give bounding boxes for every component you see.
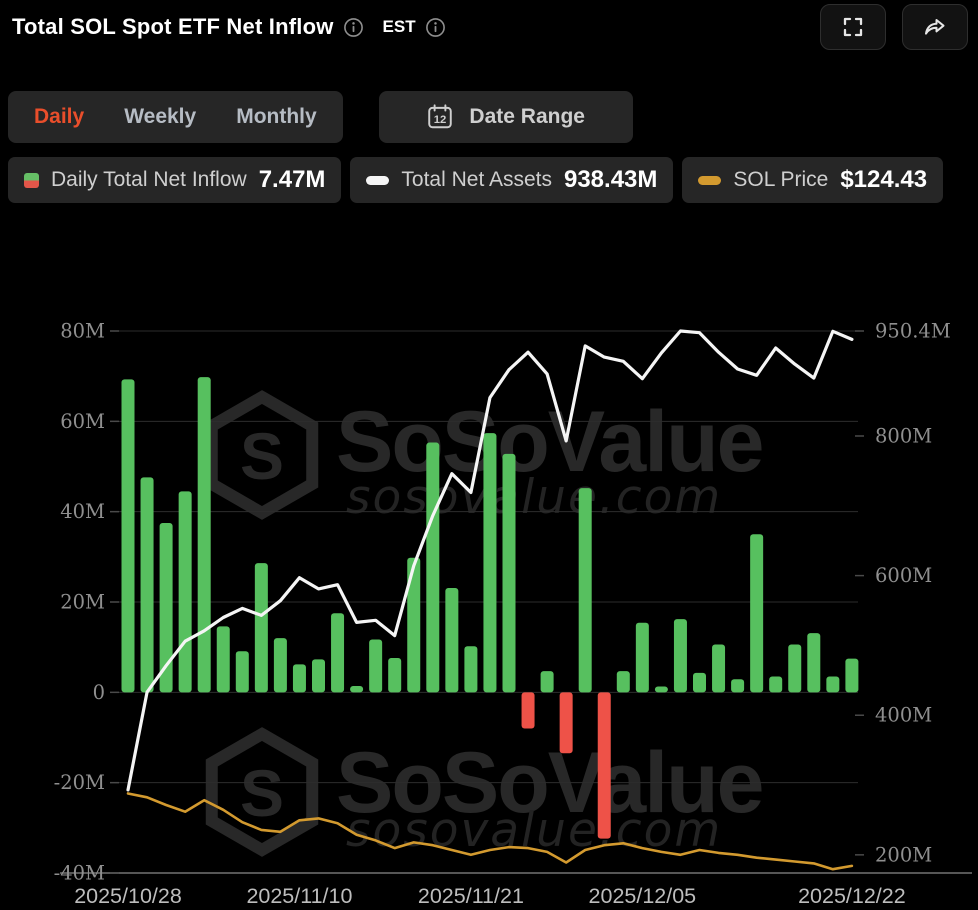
inflow-bar[interactable] (483, 433, 497, 693)
inflow-bar[interactable] (426, 442, 440, 693)
left-axis-label: 20M (60, 591, 105, 614)
cube-s-letter: S (240, 419, 284, 493)
tab-daily[interactable]: Daily (34, 105, 85, 128)
inflow-bar[interactable] (635, 622, 649, 693)
inflow-bar[interactable] (712, 644, 726, 693)
inflow-bar[interactable] (140, 477, 154, 693)
net-inflow-label: Daily Total Net Inflow (51, 168, 247, 191)
net-inflow-value: 7.47M (258, 166, 326, 193)
fullscreen-icon (843, 17, 863, 37)
timezone-info-icon[interactable] (425, 17, 446, 38)
inflow-bar[interactable] (845, 658, 859, 693)
inflow-bar[interactable] (178, 491, 192, 693)
net-assets-line (126, 329, 854, 792)
right-axis-label: 200M (875, 843, 932, 866)
svg-text:12: 12 (434, 114, 447, 126)
right-axis-label: 950.4M (875, 320, 951, 343)
inflow-bar[interactable] (673, 619, 687, 693)
inflow-bar[interactable] (502, 453, 516, 693)
inflow-bar[interactable] (216, 626, 230, 693)
sol-price-label: SOL Price (733, 168, 829, 191)
inflow-bar[interactable] (235, 651, 249, 693)
inflow-bar[interactable] (693, 672, 706, 693)
inflow-bar[interactable] (388, 658, 402, 693)
calendar-icon: 12 (428, 104, 453, 129)
share-button[interactable] (902, 4, 968, 50)
inflow-bar[interactable] (654, 686, 668, 693)
inflow-bar[interactable] (292, 664, 306, 693)
net-inflow-swatch-icon (24, 172, 39, 188)
tab-weekly[interactable]: Weekly (124, 105, 197, 128)
inflow-bar[interactable] (407, 557, 421, 693)
left-axis-label: 40M (60, 500, 105, 523)
header-buttons (820, 4, 968, 50)
inflow-bar[interactable] (769, 676, 783, 693)
right-axis-label: 800M (875, 424, 932, 447)
left-axis-label: 80M (60, 320, 105, 343)
x-axis-label: 2025/12/22 (798, 884, 906, 908)
net-assets-value: 938.43M (563, 166, 658, 193)
legend-net-assets[interactable]: Total Net Assets 938.43M (350, 157, 674, 203)
watermark-site: sosovalue.com (346, 470, 722, 525)
chart-header: Total SOL Spot ETF Net Inflow EST (12, 4, 968, 50)
tab-monthly[interactable]: Monthly (236, 105, 317, 128)
inflow-bar[interactable] (597, 692, 611, 839)
date-range-button[interactable]: 12 Date Range (378, 91, 633, 143)
inflow-bar[interactable] (445, 587, 459, 693)
legend: Daily Total Net Inflow 7.47M Total Net A… (8, 157, 972, 203)
right-axis-label: 600M (875, 564, 932, 587)
legend-net-inflow[interactable]: Daily Total Net Inflow 7.47M (8, 157, 342, 203)
watermark-brand: SoSoValue (336, 394, 763, 490)
inflow-bar[interactable] (788, 644, 802, 693)
controls-row: Daily Weekly Monthly 12 Date Range (8, 91, 633, 143)
inflow-bar[interactable] (121, 379, 135, 693)
left-axis-label: 0 (93, 681, 105, 704)
inflow-bar[interactable] (578, 488, 592, 693)
left-axis-label: 60M (60, 410, 105, 433)
inflow-bar[interactable] (731, 679, 745, 693)
net-assets-swatch-icon (366, 175, 390, 185)
inflow-bar[interactable] (807, 633, 821, 693)
fullscreen-button[interactable] (820, 4, 886, 50)
sol-price-swatch-icon (698, 175, 722, 185)
inflow-bar[interactable] (197, 377, 211, 693)
inflow-bar[interactable] (350, 686, 364, 693)
inflow-bar[interactable] (616, 671, 630, 693)
left-axis-label: -40M (54, 862, 105, 885)
right-axis-label: 400M (875, 704, 932, 727)
inflow-bar[interactable] (750, 534, 764, 693)
date-range-label: Date Range (469, 105, 585, 128)
x-axis-label: 2025/11/21 (418, 884, 524, 908)
inflow-bar[interactable] (369, 639, 383, 693)
inflow-bar[interactable] (254, 563, 268, 693)
inflow-bar[interactable] (273, 638, 287, 693)
sol-price-value: $124.43 (840, 166, 928, 193)
inflow-bar[interactable] (331, 613, 345, 693)
interval-tabs: Daily Weekly Monthly (8, 91, 343, 143)
legend-sol-price[interactable]: SOL Price $124.43 (682, 157, 944, 203)
inflow-bar[interactable] (559, 692, 573, 754)
inflow-bar[interactable] (312, 659, 325, 693)
net-assets-label: Total Net Assets (401, 168, 552, 191)
x-axis-label: 2025/11/10 (246, 884, 352, 908)
inflow-bar[interactable] (540, 671, 554, 693)
timezone-label: EST (382, 17, 416, 36)
cube-s-letter: S (240, 756, 284, 830)
share-icon (925, 19, 945, 35)
page-title: Total SOL Spot ETF Net Inflow (12, 14, 334, 39)
x-axis-label: 2025/10/28 (74, 884, 182, 908)
inflow-bar[interactable] (159, 522, 173, 693)
inflow-bar[interactable] (464, 646, 478, 693)
cube-s-logo-icon (205, 390, 319, 520)
sol-price-line (126, 792, 854, 871)
cube-s-logo-icon (205, 727, 319, 857)
inflow-bar[interactable] (826, 676, 840, 693)
title-info-icon[interactable] (343, 17, 364, 38)
left-axis-label: -20M (54, 771, 105, 794)
x-axis-label: 2025/12/05 (589, 884, 697, 908)
inflow-bar[interactable] (521, 692, 535, 729)
